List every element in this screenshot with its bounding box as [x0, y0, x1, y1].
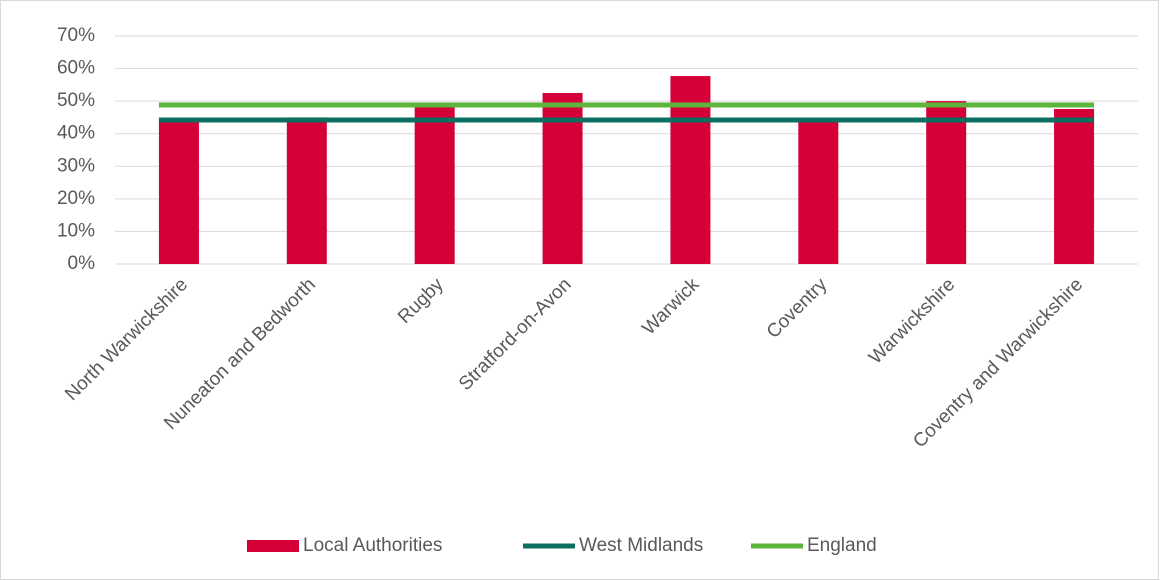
legend-label: West Midlands [579, 535, 703, 556]
bar [798, 119, 839, 264]
bar [926, 101, 967, 265]
legend-label: England [807, 535, 877, 556]
bar [1054, 108, 1095, 265]
legend-label: Local Authorities [303, 535, 442, 556]
y-tick-label: 50% [57, 90, 95, 111]
bar [158, 119, 199, 264]
legend-swatch [247, 540, 299, 552]
y-tick-label: 20% [57, 188, 95, 209]
bar [414, 104, 455, 265]
y-tick-label: 60% [57, 58, 95, 79]
y-tick-label: 30% [57, 155, 95, 176]
bar [286, 117, 327, 264]
y-tick-label: 40% [57, 123, 95, 144]
y-tick-label: 10% [57, 220, 95, 241]
y-tick-label: 0% [68, 253, 96, 274]
y-tick-label: 70% [57, 25, 95, 46]
